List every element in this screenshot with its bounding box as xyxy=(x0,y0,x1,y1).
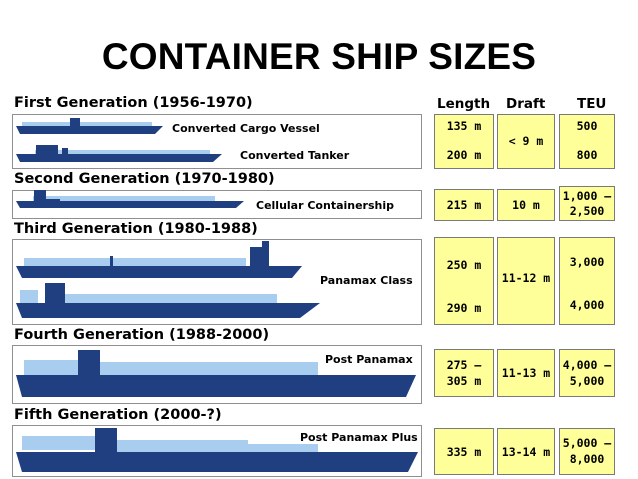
fourth-generation-teu-cell: 4,000 – 5,000 xyxy=(559,349,615,397)
draft-value: 11-13 m xyxy=(501,366,551,380)
teu-value: 8,000 xyxy=(569,452,605,466)
teu-column-header: TEU xyxy=(577,96,607,112)
teu-value: 4,000 xyxy=(569,298,605,312)
draft-value: 11-12 m xyxy=(501,271,551,285)
teu-value: 3,000 xyxy=(569,255,605,269)
fifth-generation-length-cell: 335 m xyxy=(434,428,494,475)
third-generation-draft-cell: 11-12 m xyxy=(497,237,555,325)
converted-tanker-label: Converted Tanker xyxy=(240,149,350,162)
teu-value: 800 xyxy=(576,148,598,162)
fourth-generation-draft-cell: 11-13 m xyxy=(497,349,555,397)
panamax-250m-silhouette xyxy=(16,241,302,278)
page-title: CONTAINER SHIP SIZES xyxy=(101,36,537,77)
converted-tanker-silhouette xyxy=(16,145,222,162)
teu-value: 5,000 – xyxy=(562,436,612,450)
teu-value: 500 xyxy=(576,119,598,133)
fifth-generation-teu-cell: 5,000 – 8,000 xyxy=(559,428,615,475)
draft-value: < 9 m xyxy=(508,134,544,148)
third-generation-heading: Third Generation (1980-1988) xyxy=(14,221,258,237)
length-column-header: Length xyxy=(437,96,491,112)
length-value: 135 m xyxy=(446,119,482,133)
length-value: 335 m xyxy=(446,445,482,459)
length-value: 290 m xyxy=(446,301,482,315)
third-generation-length-cell: 250 m 290 m xyxy=(434,237,494,325)
length-value: 200 m xyxy=(446,148,482,162)
fourth-generation-heading: Fourth Generation (1988-2000) xyxy=(14,327,270,343)
cellular-containership-label: Cellular Containership xyxy=(256,199,395,212)
draft-value: 10 m xyxy=(512,198,540,212)
second-generation-teu-cell: 1,000 – 2,500 xyxy=(559,186,615,221)
teu-value: 1,000 – xyxy=(562,189,612,203)
first-generation-teu-cell: 500 800 xyxy=(559,114,615,169)
first-generation-heading: First Generation (1956-1970) xyxy=(14,95,253,111)
post-panamax-silhouette xyxy=(16,350,416,397)
draft-column-header: Draft xyxy=(506,96,546,112)
converted-cargo-vessel-silhouette xyxy=(16,118,163,134)
fifth-generation-draft-cell: 13-14 m xyxy=(497,428,555,475)
length-value: 215 m xyxy=(446,198,482,212)
fourth-generation-length-cell: 275 – 305 m xyxy=(434,349,494,397)
teu-value: 2,500 xyxy=(569,204,605,218)
third-generation-teu-cell: 3,000 4,000 xyxy=(559,237,615,325)
post-panamax-plus-label: Post Panamax Plus xyxy=(300,431,418,444)
post-panamax-plus-silhouette xyxy=(16,428,418,472)
teu-value: 4,000 – xyxy=(562,358,612,372)
length-value: 250 m xyxy=(446,258,482,272)
fifth-generation-heading: Fifth Generation (2000-?) xyxy=(14,407,222,423)
teu-value: 5,000 xyxy=(569,374,605,388)
panamax-class-label: Panamax Class xyxy=(320,274,413,287)
second-generation-heading: Second Generation (1970-1980) xyxy=(14,171,275,187)
panamax-290m-silhouette xyxy=(16,283,320,318)
cellular-containership-silhouette xyxy=(16,190,244,208)
second-generation-length-cell: 215 m xyxy=(434,189,494,221)
post-panamax-label: Post Panamax xyxy=(325,353,413,366)
first-generation-draft-cell: < 9 m xyxy=(497,114,555,169)
draft-value: 13-14 m xyxy=(501,445,551,459)
converted-cargo-vessel-label: Converted Cargo Vessel xyxy=(172,122,320,135)
length-value: 275 – xyxy=(446,358,482,372)
first-generation-length-cell: 135 m 200 m xyxy=(434,114,494,169)
second-generation-draft-cell: 10 m xyxy=(497,189,555,221)
length-value: 305 m xyxy=(446,374,482,388)
